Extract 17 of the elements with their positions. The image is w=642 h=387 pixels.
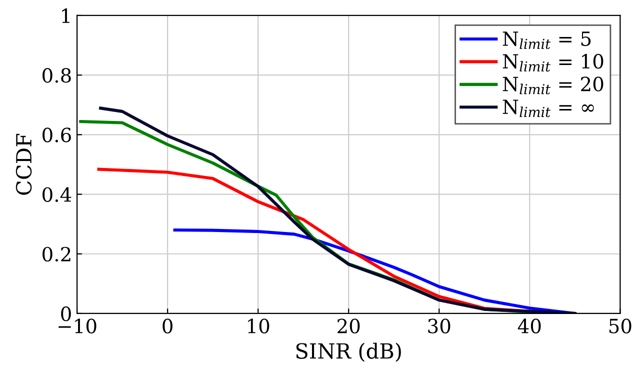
- legend-label: N$_{limit}$ = 5: [502, 32, 591, 50]
- x-axis-title: SINR (dB): [296, 342, 401, 362]
- y-tick-label: 0.8: [42, 68, 71, 83]
- x-tick-label: 20: [338, 318, 360, 334]
- legend-label: N$_{limit}$ = ∞: [502, 100, 594, 118]
- x-tick-label: 30: [428, 318, 450, 334]
- y-tick-label: 0.6: [42, 128, 71, 142]
- x-tick-label: 10: [248, 318, 270, 334]
- y-tick-label: 0.2: [42, 246, 70, 262]
- legend-label: N$_{limit}$ = 10: [502, 54, 604, 72]
- x-tick-label: 50: [609, 318, 632, 334]
- legend-label: N$_{limit}$ = 20: [502, 76, 604, 94]
- y-tick-label: 1: [62, 8, 70, 23]
- x-tick-label: 40: [518, 318, 541, 334]
- y-axis-title: CCDF: [16, 134, 32, 195]
- y-tick-label: 0.4: [42, 187, 72, 202]
- x-tick-label: 0: [162, 318, 172, 334]
